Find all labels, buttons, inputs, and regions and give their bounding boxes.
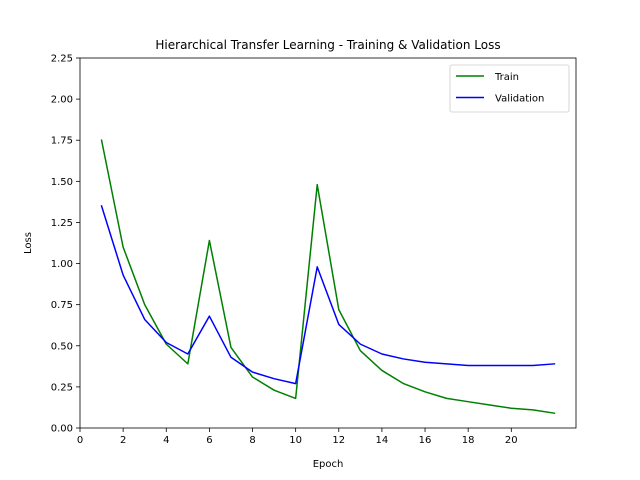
y-tick-label: 0.75: [51, 300, 73, 311]
legend: Train Validation: [449, 64, 570, 113]
x-tick-label: 20: [505, 435, 518, 446]
y-tick-label: 0.50: [51, 341, 73, 352]
x-tick-label: 2: [120, 435, 126, 446]
x-tick-label: 8: [249, 435, 255, 446]
series-layer: [100, 139, 556, 415]
y-tick-label: 2.00: [51, 95, 73, 106]
x-tick-label: 6: [206, 435, 212, 446]
y-tick-label: 0.25: [51, 382, 73, 393]
x-axis-label: Epoch: [313, 459, 344, 470]
legend-label-train: Train: [494, 72, 519, 83]
y-tick-label: 1.50: [51, 177, 73, 188]
x-tick-label: 16: [419, 435, 432, 446]
y-axis-ticks: 0.00 0.25 0.50 0.75 1.00 1.25 1.50 1.75 2.00 2.25: [51, 54, 80, 435]
series-line-train: [100, 139, 556, 415]
y-tick-label: 1.00: [51, 259, 73, 270]
x-tick-label: 12: [332, 435, 345, 446]
legend-label-validation: Validation: [495, 94, 544, 105]
chart-title: Hierarchical Transfer Learning - Trainin…: [155, 38, 500, 52]
y-tick-label: 0.00: [51, 424, 73, 435]
y-tick-label: 2.25: [51, 54, 73, 65]
x-tick-label: 18: [462, 435, 475, 446]
x-tick-label: 10: [289, 435, 302, 446]
axes-border: [79, 57, 577, 429]
y-tick-label: 1.25: [51, 218, 73, 229]
x-tick-label: 14: [376, 435, 389, 446]
y-tick-label: 1.75: [51, 136, 73, 147]
x-tick-label: 0: [77, 435, 83, 446]
x-axis-ticks: 0 2 4 6 8 10 12 14 16 18 20: [77, 428, 518, 446]
y-axis-label: Loss: [23, 232, 34, 254]
x-tick-label: 4: [163, 435, 169, 446]
series-line-validation: [100, 205, 556, 385]
axes-frame: [79, 57, 577, 429]
